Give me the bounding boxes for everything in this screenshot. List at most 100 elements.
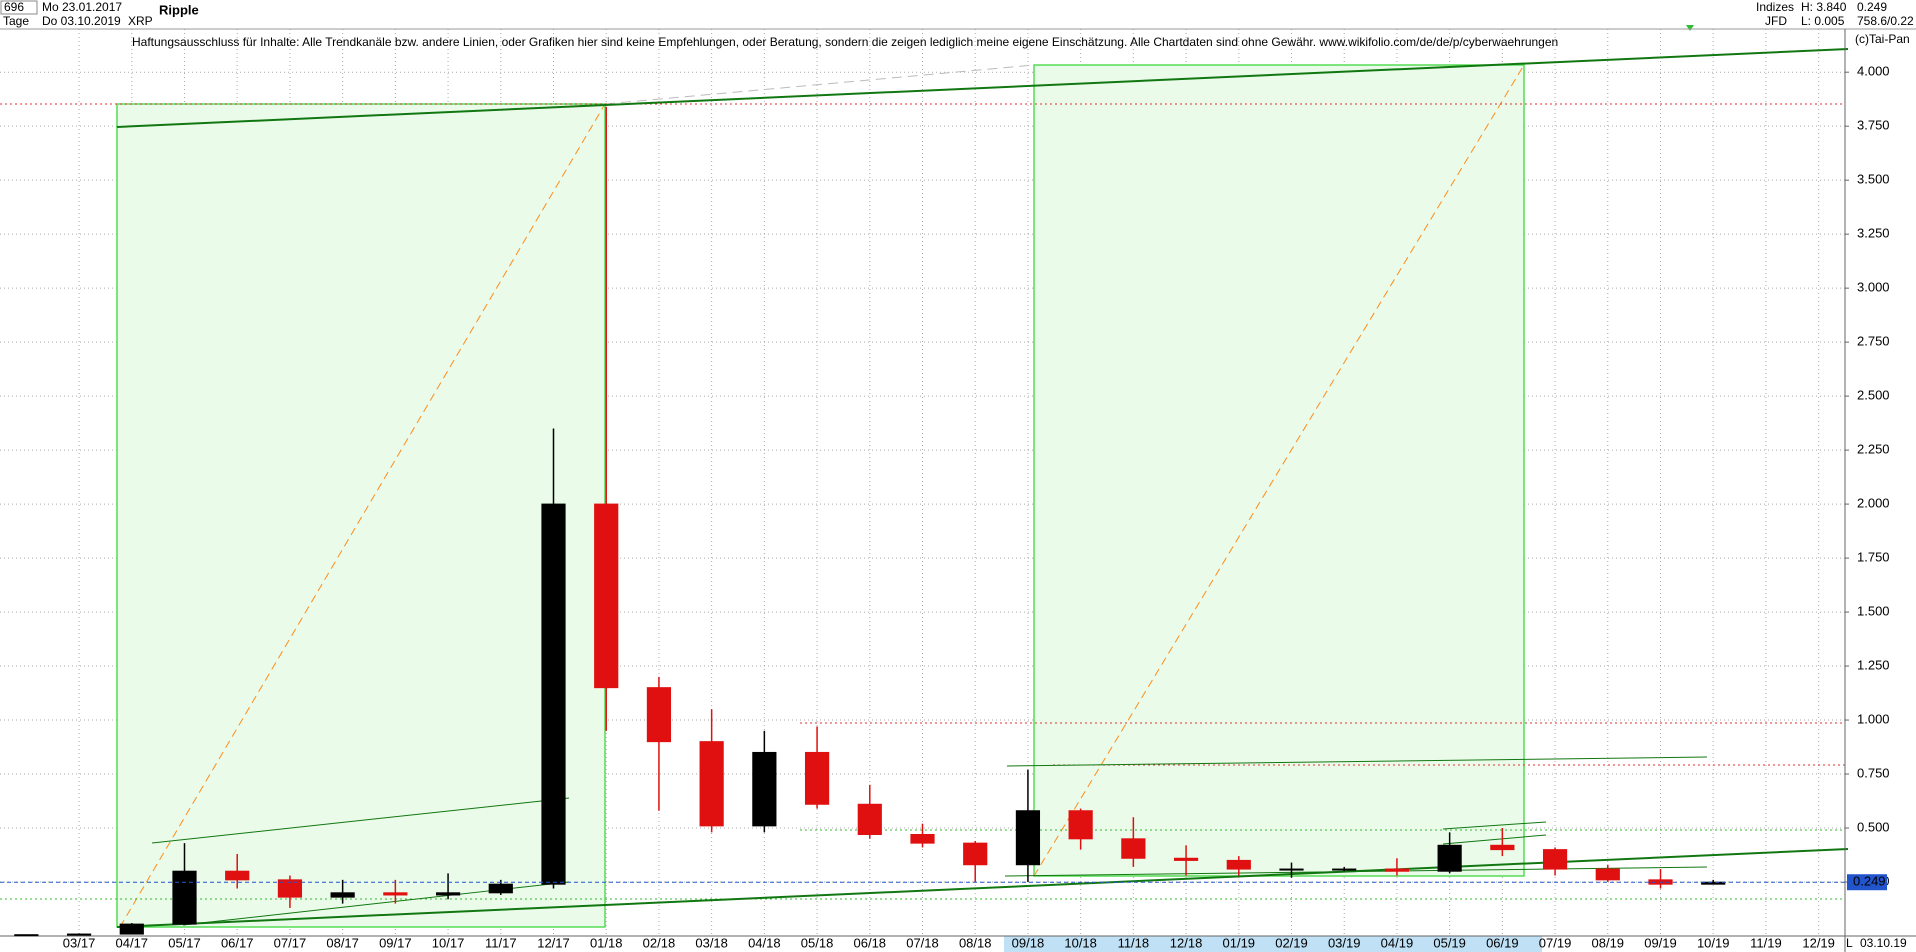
x-tick-label: 05/18 xyxy=(801,935,834,950)
x-tick-label: 12/19 xyxy=(1802,935,1835,950)
end-date: Do 03.10.2019 xyxy=(42,14,121,28)
candle-body xyxy=(594,503,619,689)
x-tick-label: 09/18 xyxy=(1012,935,1045,950)
x-tick-label: 10/19 xyxy=(1697,935,1730,950)
x-tick-label: 08/19 xyxy=(1592,935,1625,950)
y-tick-label: 2.750 xyxy=(1857,334,1890,349)
x-tick-label: 07/17 xyxy=(274,935,307,950)
x-tick-label: 08/18 xyxy=(959,935,992,950)
copyright: (c)Tai-Pan xyxy=(1855,32,1910,46)
disclaimer: Haftungsausschluss für Inhalte: Alle Tre… xyxy=(132,35,1558,49)
candle-body xyxy=(804,751,830,805)
candle-body xyxy=(119,923,144,935)
dropdown[interactable] xyxy=(0,0,38,15)
candle-body xyxy=(1173,857,1199,861)
annotations xyxy=(0,25,1849,928)
x-tick-label: 05/17 xyxy=(168,935,201,950)
candle-body xyxy=(330,892,355,898)
marker xyxy=(1686,25,1694,31)
candle-body xyxy=(1068,810,1093,840)
count: 696 xyxy=(4,0,24,14)
diagonal xyxy=(119,103,606,928)
start-date: Mo 23.01.2017 xyxy=(42,0,122,14)
candle-body xyxy=(857,803,882,836)
high: H: 3.840 xyxy=(1801,0,1847,14)
trend-line xyxy=(151,797,570,844)
candle-body xyxy=(277,879,303,898)
x-tick-label: 08/17 xyxy=(326,935,359,950)
x-tick-label: 05/19 xyxy=(1433,935,1466,950)
last-price-tag xyxy=(1847,874,1887,891)
period: Tage xyxy=(3,14,29,28)
y-tick-label: 4.000 xyxy=(1857,64,1890,79)
x-tick-label: 02/19 xyxy=(1275,935,1308,950)
candle-body xyxy=(1490,844,1515,851)
candle-body xyxy=(1121,838,1146,859)
candle-body xyxy=(225,870,250,881)
x-tick-label: 11/19 xyxy=(1750,935,1782,950)
candle-body xyxy=(699,741,724,827)
candle-body xyxy=(963,842,988,866)
candle-body xyxy=(1542,849,1568,870)
symbol: XRP xyxy=(128,14,153,28)
trend-line xyxy=(116,48,1849,128)
scale-info: 758.6/0.22 xyxy=(1857,14,1914,28)
broker: JFD xyxy=(1765,14,1787,28)
candle-body xyxy=(1015,810,1041,866)
candle-body xyxy=(752,751,777,827)
y-tick-label: 2.500 xyxy=(1857,388,1890,403)
diagonal xyxy=(1033,64,1525,877)
y-tick-label: 2.250 xyxy=(1857,442,1890,457)
x-tick-label: 04/17 xyxy=(116,935,149,950)
y-tick-label: 3.250 xyxy=(1857,226,1890,241)
candle-body xyxy=(1332,868,1357,871)
x-tick-label: 04/18 xyxy=(748,935,781,950)
selection-range xyxy=(1004,936,1542,952)
candle-body xyxy=(383,892,408,896)
x-tick-label: 09/19 xyxy=(1644,935,1677,950)
x-tick-label: 06/18 xyxy=(854,935,887,950)
candle-body xyxy=(66,933,92,936)
instrument-name: Ripple xyxy=(159,2,199,17)
x-tick-label: 06/19 xyxy=(1486,935,1519,950)
y-tick-label: 0.500 xyxy=(1857,819,1890,834)
low: L: 0.005 xyxy=(1801,14,1845,28)
candle-body xyxy=(541,503,566,885)
y-tick-label: 0.750 xyxy=(1857,765,1890,780)
candle-body xyxy=(172,870,197,925)
candle-body xyxy=(1437,844,1462,872)
candle-body xyxy=(14,934,39,937)
candle-body xyxy=(1279,868,1304,871)
x-tick-label: 03/19 xyxy=(1328,935,1361,950)
x-tick-label: 03/17 xyxy=(63,935,96,950)
candle-body xyxy=(1384,868,1410,872)
x-tick-label: 12/17 xyxy=(537,935,570,950)
x-tick-label: 07/19 xyxy=(1539,935,1572,950)
x-tick-label: 12/18 xyxy=(1170,935,1203,950)
candle-body xyxy=(488,883,513,894)
y-tick-label: 1.250 xyxy=(1857,657,1890,672)
x-tick-label: 01/18 xyxy=(590,935,623,950)
y-tick-label: 3.500 xyxy=(1857,172,1890,187)
candle-body xyxy=(435,892,461,896)
y-tick-label: 2.000 xyxy=(1857,496,1890,511)
x-tick-label: 11/18 xyxy=(1118,935,1150,950)
candle-body xyxy=(1595,868,1620,881)
trend-line xyxy=(1004,866,1708,877)
last-price: 0.249 xyxy=(1857,0,1887,14)
x-tick-label: 02/18 xyxy=(643,935,676,950)
trend-line xyxy=(1442,834,1547,845)
candle-body xyxy=(1226,859,1251,870)
footer-date: 03.10.19 xyxy=(1860,936,1907,950)
x-tick-label: 01/19 xyxy=(1223,935,1256,950)
x-tick-label: 07/18 xyxy=(906,935,939,950)
scale-mode: L xyxy=(1846,936,1853,950)
y-tick-label: 3.000 xyxy=(1857,280,1890,295)
dashed-line xyxy=(604,64,1035,105)
y-tick-label: 1.750 xyxy=(1857,550,1890,565)
y-tick-label: 1.000 xyxy=(1857,711,1890,726)
candle-body xyxy=(910,834,935,844)
y-tick-label: 3.750 xyxy=(1857,118,1890,133)
